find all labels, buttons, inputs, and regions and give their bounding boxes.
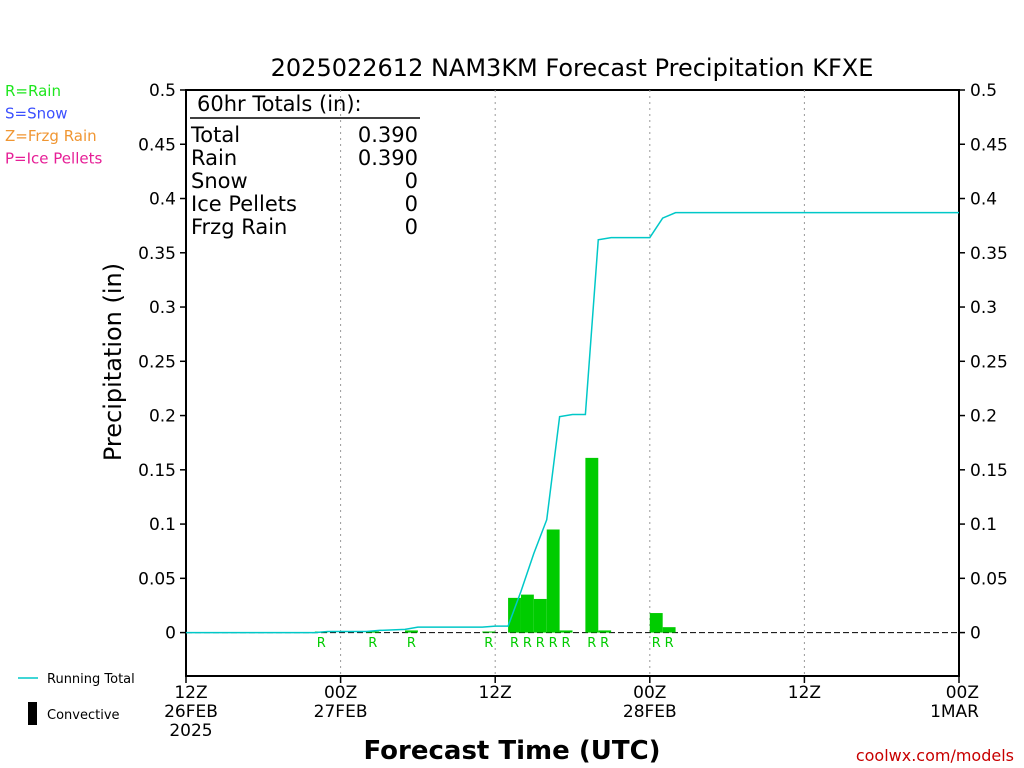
y-tick-label: 0.35 bbox=[138, 244, 176, 264]
y-tick-label-right: 0.05 bbox=[970, 569, 1008, 589]
x-tick-label: 28FEB bbox=[623, 702, 677, 722]
x-tick-label: 00Z bbox=[633, 683, 666, 703]
x-axis-label: Forecast Time (UTC) bbox=[363, 736, 660, 766]
x-tick-label: 2025 bbox=[169, 721, 212, 741]
precip-type-letter: R bbox=[510, 636, 519, 651]
y-tick-label: 0.3 bbox=[149, 298, 176, 318]
y-tick-label-right: 0.45 bbox=[970, 135, 1008, 155]
totals-row-value: 0 bbox=[405, 215, 418, 239]
y-tick-label-right: 0.3 bbox=[970, 298, 997, 318]
right-y-axis: 0 0.05 0.1 0.15 0.2 0.25 0.3 0.35 0.4 0.45 0.5 bbox=[959, 81, 1008, 644]
y-axis-label: Precipitation (in) bbox=[99, 263, 127, 461]
left-y-axis: 0 0.05 0.1 0.15 0.2 0.25 0.3 0.35 0.4 0.45 0.5 bbox=[138, 81, 186, 644]
precip-type-letter: R bbox=[587, 636, 596, 651]
precip-type-letter: R bbox=[523, 636, 532, 651]
credit-link[interactable]: coolwx.com/models bbox=[856, 746, 1014, 765]
x-tick-label: 00Z bbox=[324, 683, 357, 703]
precip-type-letter: R bbox=[665, 636, 674, 651]
totals-row-value: 0.390 bbox=[358, 146, 418, 170]
precip-bar bbox=[585, 457, 599, 633]
totals-box: 60hr Totals (in): Total 0.390 Rain 0.390 Sno… bbox=[190, 92, 420, 239]
totals-row-value: 0 bbox=[405, 169, 418, 193]
y-tick-label: 0.2 bbox=[149, 407, 176, 427]
y-tick-label: 0.15 bbox=[138, 461, 176, 481]
type-legend-label: R=Rain bbox=[5, 82, 61, 100]
bottom-legend-label: Running Total bbox=[47, 672, 135, 687]
precip-type-letter: R bbox=[600, 636, 609, 651]
precip-type-letter: R bbox=[368, 636, 377, 651]
x-tick-label: 12Z bbox=[174, 683, 207, 703]
running-total-line bbox=[186, 211, 959, 634]
precip-bar bbox=[598, 630, 612, 633]
precip-type-legend: R=Rain S=Snow Z=Frzg Rain P=Ice Pellets bbox=[5, 82, 102, 168]
precip-type-letter: R bbox=[536, 636, 545, 651]
bottom-legend: Running Total Convective bbox=[18, 672, 135, 725]
precip-bar bbox=[559, 630, 573, 633]
y-tick-label: 0.4 bbox=[149, 190, 176, 210]
precip-type-letter: R bbox=[317, 636, 326, 651]
x-tick-label: 12Z bbox=[788, 683, 821, 703]
y-tick-label-right: 0.5 bbox=[970, 81, 997, 101]
x-tick-label: 26FEB bbox=[164, 702, 218, 722]
chart-title: 2025022612 NAM3KM Forecast Precipitation… bbox=[271, 54, 874, 82]
precip-bar bbox=[482, 631, 496, 633]
totals-row-label: Total bbox=[190, 123, 240, 147]
y-tick-label: 0.5 bbox=[149, 81, 176, 101]
totals-row-label: Frzg Rain bbox=[191, 215, 287, 239]
y-tick-label: 0.05 bbox=[138, 569, 176, 589]
x-tick-label: 27FEB bbox=[314, 702, 368, 722]
precip-type-letter: R bbox=[484, 636, 493, 651]
totals-row-value: 0 bbox=[405, 192, 418, 216]
precip-bar bbox=[520, 594, 534, 633]
x-tick-label: 12Z bbox=[479, 683, 512, 703]
totals-row-value: 0.390 bbox=[358, 123, 418, 147]
precip-bar bbox=[508, 597, 521, 633]
precip-bar bbox=[662, 627, 676, 633]
precip-bar bbox=[546, 529, 560, 633]
type-legend-label: S=Snow bbox=[5, 105, 68, 123]
x-tick-label: 1MAR bbox=[930, 702, 979, 722]
totals-row-label: Snow bbox=[191, 169, 248, 193]
y-tick-label: 0.1 bbox=[149, 515, 176, 535]
y-tick-label-right: 0.15 bbox=[970, 461, 1008, 481]
totals-header: 60hr Totals (in): bbox=[197, 92, 362, 116]
precip-type-letter: R bbox=[562, 636, 571, 651]
y-tick-label-right: 0 bbox=[970, 624, 981, 644]
precip-bar bbox=[366, 631, 380, 633]
y-tick-label-right: 0.1 bbox=[970, 515, 997, 535]
y-tick-label-right: 0.2 bbox=[970, 407, 997, 427]
y-tick-label: 0 bbox=[165, 624, 176, 644]
y-tick-label: 0.25 bbox=[138, 352, 176, 372]
precip-type-letter: R bbox=[549, 636, 558, 651]
vertical-gridlines bbox=[340, 90, 805, 676]
type-legend-label: Z=Frzg Rain bbox=[5, 127, 97, 145]
precip-type-letter: R bbox=[407, 636, 416, 651]
precip-bar bbox=[649, 613, 663, 633]
y-tick-label: 0.45 bbox=[138, 135, 176, 155]
x-tick-label: 00Z bbox=[946, 683, 979, 703]
precip-bar bbox=[533, 598, 547, 633]
convective-swatch bbox=[28, 702, 37, 725]
type-legend-label: P=Ice Pellets bbox=[5, 150, 102, 168]
totals-row-label: Ice Pellets bbox=[191, 192, 297, 216]
precip-type-letter: R bbox=[652, 636, 661, 651]
y-tick-label-right: 0.35 bbox=[970, 244, 1008, 264]
y-tick-label-right: 0.4 bbox=[970, 190, 997, 210]
bottom-legend-label: Convective bbox=[47, 708, 120, 723]
precip-bars bbox=[314, 457, 676, 633]
totals-row-label: Rain bbox=[191, 146, 237, 170]
plot-frame bbox=[185, 89, 960, 677]
y-tick-label-right: 0.25 bbox=[970, 352, 1008, 372]
precip-bar bbox=[405, 630, 418, 633]
